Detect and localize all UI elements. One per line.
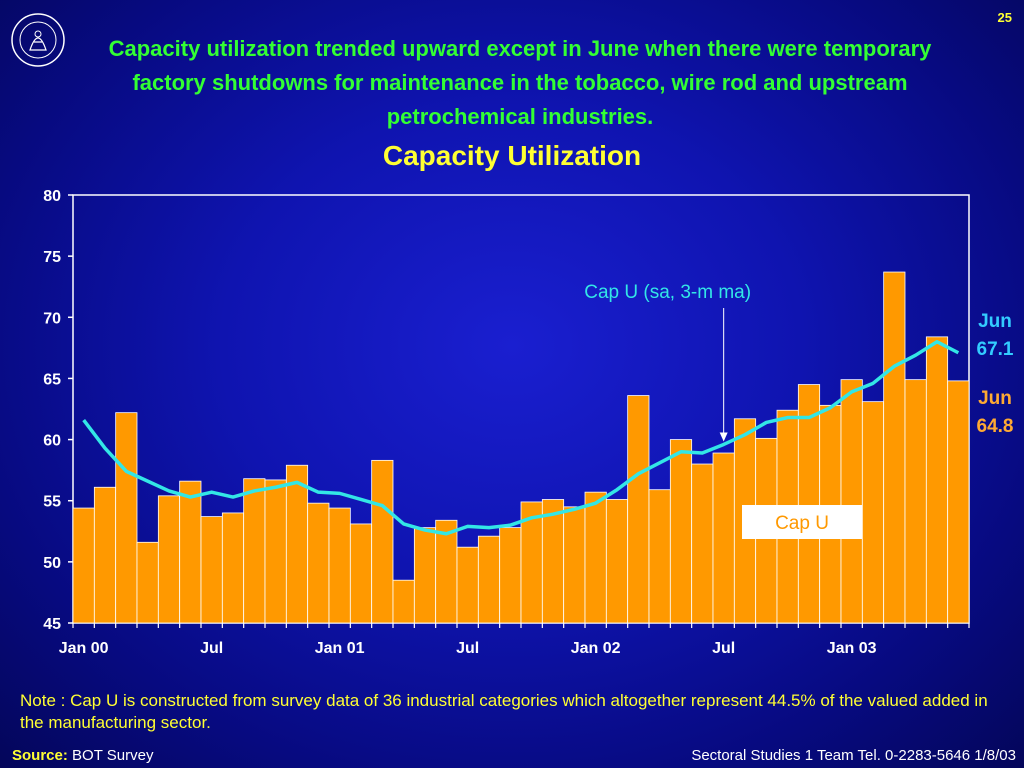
bar bbox=[179, 480, 202, 624]
bar bbox=[883, 271, 906, 624]
y-tick-label: 70 bbox=[43, 310, 61, 327]
bar-series-label-box bbox=[742, 505, 862, 539]
y-tick-label: 65 bbox=[43, 371, 61, 388]
bar bbox=[840, 379, 863, 624]
y-tick-label: 80 bbox=[43, 188, 61, 205]
line-end-label-value: 67.1 bbox=[977, 339, 1014, 360]
bank-seal-logo bbox=[11, 13, 65, 67]
x-tick-label: Jan 02 bbox=[571, 640, 621, 657]
bar bbox=[861, 401, 885, 624]
bar bbox=[627, 395, 650, 624]
bar bbox=[904, 379, 927, 624]
series-line-cap-u-sa bbox=[82, 339, 960, 536]
bar-series-label: Cap U bbox=[775, 513, 829, 534]
y-tick-label: 75 bbox=[43, 249, 61, 266]
bar bbox=[115, 412, 138, 624]
bar bbox=[243, 478, 266, 624]
x-tick-label: Jul bbox=[456, 640, 479, 657]
page-number: 25 bbox=[997, 10, 1012, 25]
bar bbox=[157, 495, 181, 624]
source: Source: BOT Survey bbox=[12, 747, 153, 764]
bar bbox=[371, 459, 394, 624]
bar bbox=[72, 507, 95, 624]
x-tick-label: Jul bbox=[200, 640, 223, 657]
y-tick-label: 60 bbox=[43, 433, 61, 450]
bar bbox=[563, 506, 586, 624]
bar bbox=[499, 527, 522, 624]
y-tick-label: 45 bbox=[43, 616, 61, 633]
bar bbox=[797, 384, 821, 624]
bar bbox=[328, 507, 351, 624]
bar bbox=[712, 452, 735, 624]
bar bbox=[413, 527, 437, 624]
x-tick-label: Jul bbox=[712, 640, 735, 657]
bar bbox=[264, 479, 287, 624]
source-value: BOT Survey bbox=[72, 747, 154, 764]
headline: Capacity utilization trended upward exce… bbox=[108, 36, 932, 129]
bar bbox=[691, 463, 714, 624]
bar bbox=[392, 579, 415, 624]
bar bbox=[200, 516, 223, 624]
line-series-label: Cap U (sa, 3-m ma) bbox=[584, 282, 751, 303]
x-tick-label: Jan 01 bbox=[315, 640, 365, 657]
bar bbox=[925, 336, 949, 624]
bar bbox=[541, 499, 565, 624]
source-label: Source: bbox=[12, 747, 68, 764]
bar bbox=[477, 535, 501, 624]
bar bbox=[648, 489, 671, 624]
capacity-utilization-chart: 45 50 55 60 65 70 75 80 Jan 00 Jul Jan 01 Jul Jan 02… bbox=[43, 188, 1014, 657]
bar bbox=[584, 491, 607, 624]
bar bbox=[307, 502, 330, 624]
y-tick-label: 50 bbox=[43, 555, 61, 572]
chart-title: Capacity Utilization bbox=[382, 140, 642, 171]
annotation-arrow-head bbox=[719, 432, 728, 442]
x-tick-label: Jan 00 bbox=[59, 640, 109, 657]
y-tick-label: 55 bbox=[43, 494, 61, 511]
note: Note : Cap U is constructed from survey … bbox=[20, 691, 988, 732]
bar-end-label-value: 64.8 bbox=[977, 416, 1014, 437]
bar bbox=[349, 523, 373, 624]
bar bbox=[605, 499, 629, 624]
line-end-label-month: Jun bbox=[978, 311, 1012, 332]
bar bbox=[285, 464, 309, 624]
bar bbox=[435, 519, 458, 624]
bar bbox=[221, 512, 245, 624]
bar bbox=[136, 541, 159, 624]
bar bbox=[456, 546, 479, 624]
bar-end-label-month: Jun bbox=[978, 388, 1012, 409]
bar bbox=[669, 439, 693, 624]
footer-contact: Sectoral Studies 1 Team Tel. 0-2283-5646… bbox=[691, 747, 1016, 764]
bar bbox=[93, 486, 117, 624]
bar bbox=[947, 380, 970, 624]
x-tick-label: Jan 03 bbox=[827, 640, 877, 657]
